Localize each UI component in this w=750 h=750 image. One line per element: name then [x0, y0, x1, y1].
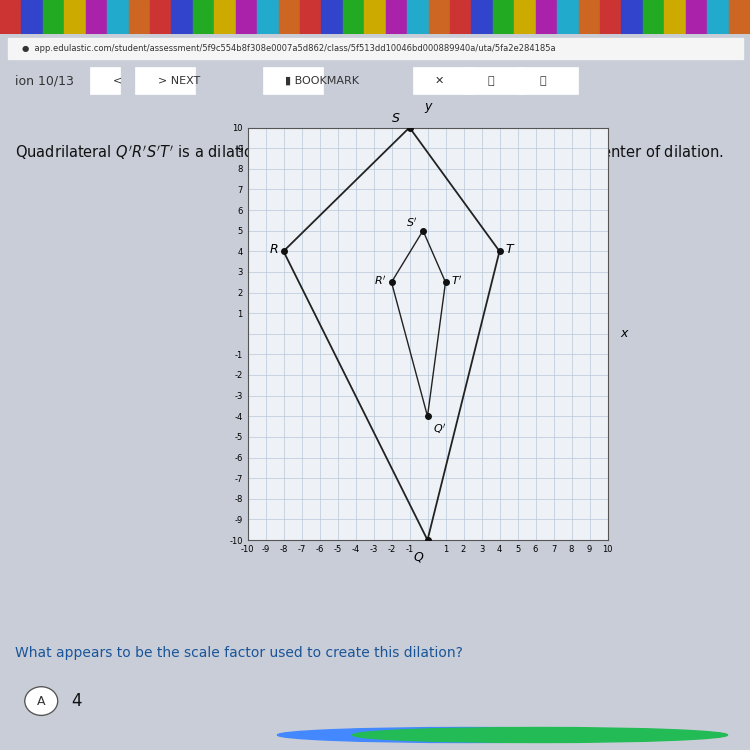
Bar — [64, 0, 86, 34]
Bar — [465, 68, 525, 94]
Bar — [22, 0, 43, 34]
Bar — [557, 0, 578, 34]
Bar — [0, 0, 22, 34]
Bar — [450, 0, 472, 34]
Text: Quadrilateral $Q'R'S'T'$ is a dilation of quadrilateral $QRST$, with the origin : Quadrilateral $Q'R'S'T'$ is a dilation o… — [15, 143, 724, 163]
Text: ion 10/13: ion 10/13 — [15, 74, 74, 87]
Bar — [278, 0, 300, 34]
Bar — [386, 0, 407, 34]
Bar — [600, 0, 622, 34]
Bar — [322, 0, 343, 34]
Bar — [364, 0, 386, 34]
Bar — [493, 0, 514, 34]
Bar — [622, 0, 643, 34]
Bar — [90, 68, 120, 94]
Bar — [300, 0, 322, 34]
Bar — [343, 0, 364, 34]
Text: $T'$: $T'$ — [451, 274, 463, 286]
Bar — [214, 0, 236, 34]
Bar — [514, 0, 535, 34]
Bar — [262, 68, 322, 94]
Text: ▮ BOOKMARK: ▮ BOOKMARK — [285, 76, 359, 86]
Circle shape — [352, 728, 728, 742]
Bar — [257, 0, 278, 34]
Text: $R'$: $R'$ — [374, 274, 386, 286]
Text: $Q$: $Q$ — [413, 550, 424, 564]
Text: What appears to be the scale factor used to create this dilation?: What appears to be the scale factor used… — [15, 646, 463, 659]
Bar — [536, 0, 557, 34]
Bar — [128, 0, 150, 34]
Bar — [8, 38, 742, 59]
Text: 🔍: 🔍 — [540, 76, 547, 86]
Bar — [193, 0, 214, 34]
Text: y: y — [424, 100, 431, 113]
Bar — [172, 0, 193, 34]
Bar — [428, 0, 450, 34]
Bar — [86, 0, 107, 34]
Bar — [135, 68, 195, 94]
Text: ●  app.edulastic.com/student/assessment/5f9c554b8f308e0007a5d862/class/5f513dd10: ● app.edulastic.com/student/assessment/5… — [22, 44, 556, 53]
Bar — [150, 0, 172, 34]
Text: $R$: $R$ — [268, 243, 278, 256]
Bar — [472, 0, 493, 34]
Bar — [236, 0, 257, 34]
Bar — [518, 68, 578, 94]
Circle shape — [278, 728, 652, 742]
Bar — [707, 0, 728, 34]
Bar — [728, 0, 750, 34]
Bar — [686, 0, 707, 34]
Text: $T$: $T$ — [505, 243, 515, 256]
Text: 4: 4 — [71, 692, 82, 710]
Bar — [664, 0, 686, 34]
Bar — [643, 0, 664, 34]
Bar — [578, 0, 600, 34]
Bar — [413, 68, 472, 94]
Text: A: A — [37, 694, 46, 707]
Circle shape — [25, 687, 58, 716]
Text: ✕: ✕ — [435, 76, 444, 86]
Text: x: x — [620, 327, 628, 340]
Text: <: < — [112, 76, 122, 86]
Text: $S$: $S$ — [391, 112, 400, 125]
Bar — [407, 0, 428, 34]
Text: > NEXT: > NEXT — [158, 76, 200, 86]
Text: ⎕: ⎕ — [488, 76, 494, 86]
Bar — [43, 0, 64, 34]
Text: $S'$: $S'$ — [406, 215, 418, 229]
Text: $Q'$: $Q'$ — [433, 422, 446, 436]
Bar — [107, 0, 128, 34]
